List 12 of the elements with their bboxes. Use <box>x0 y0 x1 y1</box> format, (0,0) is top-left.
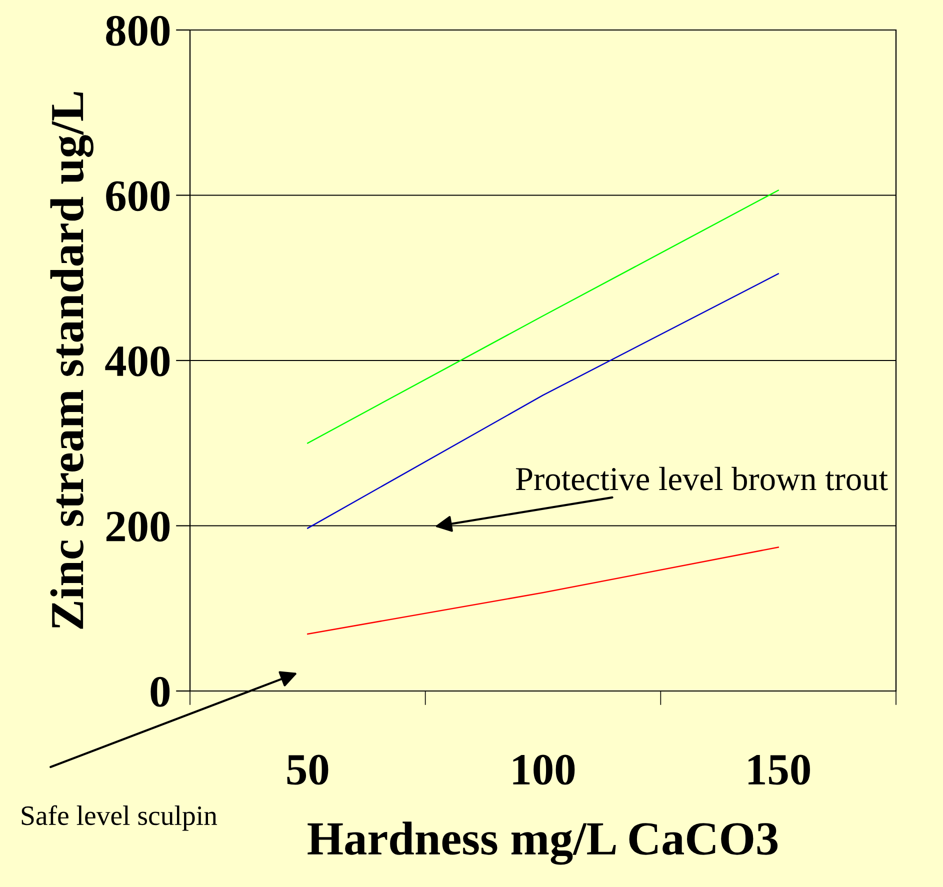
x-tick-label: 100 <box>513 754 575 785</box>
x-tick-label: 50 <box>287 754 328 785</box>
y-tick-label: 800 <box>106 16 170 46</box>
y-tick-label: 400 <box>105 346 170 376</box>
y-tick-label: 200 <box>106 512 170 542</box>
y-tick-label: 600 <box>106 181 170 212</box>
x-tick-label: 150 <box>748 754 810 785</box>
x-axis-title: Hardness mg/L CaCO3 <box>308 822 778 865</box>
y-tick-label: 0 <box>150 676 170 707</box>
annotation: Protective level brown trout <box>516 466 888 490</box>
y-axis-title: Zinc stream standard ug/L <box>50 92 94 629</box>
text: Safe level sculpin <box>22 805 218 831</box>
